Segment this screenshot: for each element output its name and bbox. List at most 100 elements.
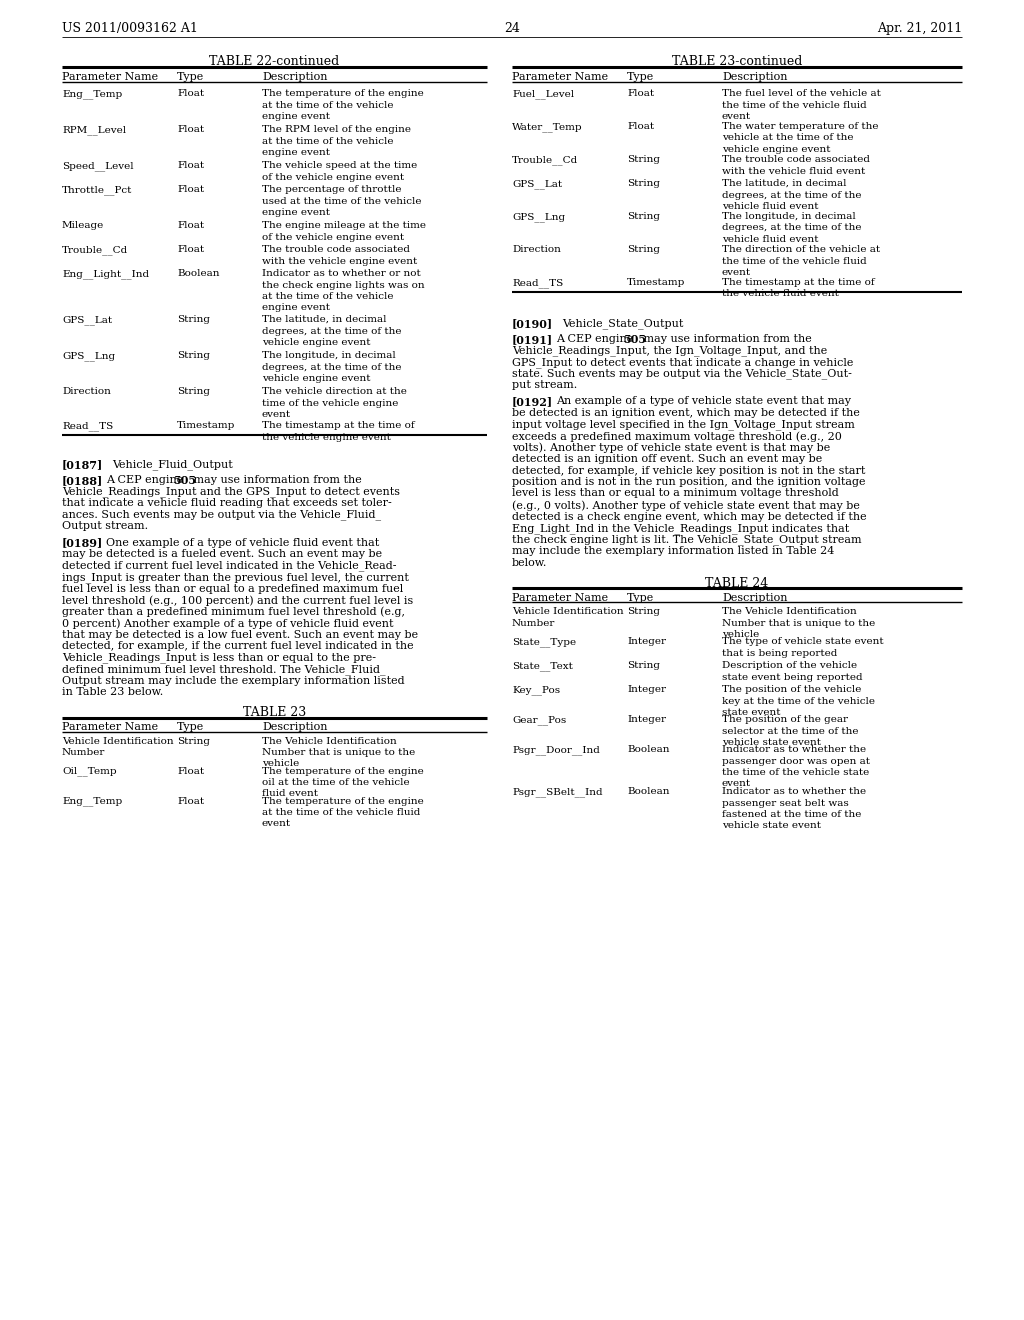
Text: Parameter Name: Parameter Name bbox=[512, 73, 608, 82]
Text: Eng__Temp: Eng__Temp bbox=[62, 796, 122, 807]
Text: Gear__Pos: Gear__Pos bbox=[512, 715, 566, 725]
Text: Indicator as to whether the: Indicator as to whether the bbox=[722, 744, 866, 754]
Text: Apr. 21, 2011: Apr. 21, 2011 bbox=[877, 22, 962, 36]
Text: Boolean: Boolean bbox=[627, 787, 670, 796]
Text: String: String bbox=[627, 607, 660, 616]
Text: at the time of the vehicle: at the time of the vehicle bbox=[262, 292, 393, 301]
Text: put stream.: put stream. bbox=[512, 380, 578, 389]
Text: State__Text: State__Text bbox=[512, 661, 572, 671]
Text: Timestamp: Timestamp bbox=[627, 279, 685, 286]
Text: Output stream.: Output stream. bbox=[62, 521, 148, 531]
Text: that is being reported: that is being reported bbox=[722, 648, 838, 657]
Text: The latitude, in decimal: The latitude, in decimal bbox=[262, 315, 386, 323]
Text: vehicle fluid event: vehicle fluid event bbox=[722, 202, 818, 211]
Text: String: String bbox=[627, 213, 660, 220]
Text: detected is an ignition off event. Such an event may be: detected is an ignition off event. Such … bbox=[512, 454, 822, 465]
Text: The temperature of the engine: The temperature of the engine bbox=[262, 796, 424, 805]
Text: Description: Description bbox=[262, 73, 328, 82]
Text: engine event: engine event bbox=[262, 148, 330, 157]
Text: Parameter Name: Parameter Name bbox=[62, 73, 158, 82]
Text: [0188]: [0188] bbox=[62, 475, 103, 486]
Text: ings_Input is greater than the previous fuel level, the current: ings_Input is greater than the previous … bbox=[62, 572, 409, 582]
Text: GPS__Lat: GPS__Lat bbox=[62, 315, 112, 325]
Text: the vehicle fluid event: the vehicle fluid event bbox=[722, 289, 839, 298]
Text: at the time of the vehicle: at the time of the vehicle bbox=[262, 136, 393, 145]
Text: String: String bbox=[177, 737, 210, 746]
Text: The Vehicle Identification: The Vehicle Identification bbox=[262, 737, 396, 746]
Text: the time of the vehicle fluid: the time of the vehicle fluid bbox=[722, 100, 866, 110]
Text: [0189]: [0189] bbox=[62, 537, 103, 549]
Text: selector at the time of the: selector at the time of the bbox=[722, 726, 858, 735]
Text: The longitude, in decimal: The longitude, in decimal bbox=[722, 213, 856, 220]
Text: event: event bbox=[262, 411, 291, 418]
Text: volts). Another type of vehicle state event is that may be: volts). Another type of vehicle state ev… bbox=[512, 442, 830, 453]
Text: Vehicle Identification: Vehicle Identification bbox=[512, 607, 624, 616]
Text: Boolean: Boolean bbox=[177, 269, 219, 279]
Text: Float: Float bbox=[177, 796, 204, 805]
Text: degrees, at the time of the: degrees, at the time of the bbox=[722, 190, 861, 199]
Text: Key__Pos: Key__Pos bbox=[512, 685, 560, 694]
Text: Float: Float bbox=[177, 220, 204, 230]
Text: String: String bbox=[177, 387, 210, 396]
Text: detected, for example, if the current fuel level indicated in the: detected, for example, if the current fu… bbox=[62, 642, 414, 651]
Text: A CEP engine: A CEP engine bbox=[106, 475, 186, 484]
Text: Eng__Light__Ind: Eng__Light__Ind bbox=[62, 269, 150, 279]
Text: Integer: Integer bbox=[627, 685, 666, 694]
Text: vehicle state event: vehicle state event bbox=[722, 738, 821, 747]
Text: detected is a check engine event, which may be detected if the: detected is a check engine event, which … bbox=[512, 511, 866, 521]
Text: Vehicle_Fluid_Output: Vehicle_Fluid_Output bbox=[112, 459, 232, 470]
Text: state event being reported: state event being reported bbox=[722, 672, 862, 681]
Text: Type: Type bbox=[627, 73, 654, 82]
Text: Output stream may include the exemplary information listed: Output stream may include the exemplary … bbox=[62, 676, 404, 685]
Text: Float: Float bbox=[177, 246, 204, 253]
Text: 24: 24 bbox=[504, 22, 520, 36]
Text: The RPM level of the engine: The RPM level of the engine bbox=[262, 125, 411, 135]
Text: Speed__Level: Speed__Level bbox=[62, 161, 133, 170]
Text: The type of vehicle state event: The type of vehicle state event bbox=[722, 638, 884, 645]
Text: Eng_Light_Ind in the Vehicle_Readings_Input indicates that: Eng_Light_Ind in the Vehicle_Readings_In… bbox=[512, 523, 849, 533]
Text: Trouble__Cd: Trouble__Cd bbox=[62, 246, 128, 255]
Text: at the time of the vehicle fluid: at the time of the vehicle fluid bbox=[262, 808, 421, 817]
Text: Eng__Temp: Eng__Temp bbox=[62, 88, 122, 99]
Text: at the time of the vehicle: at the time of the vehicle bbox=[262, 100, 393, 110]
Text: time of the vehicle engine: time of the vehicle engine bbox=[262, 399, 398, 408]
Text: input voltage level specified in the Ign_Voltage_Input stream: input voltage level specified in the Ign… bbox=[512, 420, 855, 430]
Text: passenger door was open at: passenger door was open at bbox=[722, 756, 870, 766]
Text: Trouble__Cd: Trouble__Cd bbox=[512, 154, 579, 165]
Text: Indicator as to whether or not: Indicator as to whether or not bbox=[262, 269, 421, 279]
Text: fuel level is less than or equal to a predefined maximum fuel: fuel level is less than or equal to a pr… bbox=[62, 583, 403, 594]
Text: (e.g., 0 volts). Another type of vehicle state event that may be: (e.g., 0 volts). Another type of vehicle… bbox=[512, 500, 860, 511]
Text: The trouble code associated: The trouble code associated bbox=[722, 154, 870, 164]
Text: the check engine lights was on: the check engine lights was on bbox=[262, 281, 425, 289]
Text: GPS__Lng: GPS__Lng bbox=[62, 351, 115, 360]
Text: in Table 23 below.: in Table 23 below. bbox=[62, 686, 163, 697]
Text: Float: Float bbox=[177, 161, 204, 170]
Text: vehicle state event: vehicle state event bbox=[722, 821, 821, 830]
Text: the vehicle engine event: the vehicle engine event bbox=[262, 433, 391, 441]
Text: with the vehicle engine event: with the vehicle engine event bbox=[262, 256, 417, 265]
Text: Read__TS: Read__TS bbox=[62, 421, 114, 430]
Text: the check engine light is lit. The Vehicle_State_Output stream: the check engine light is lit. The Vehic… bbox=[512, 535, 861, 545]
Text: The fuel level of the vehicle at: The fuel level of the vehicle at bbox=[722, 88, 881, 98]
Text: TABLE 23: TABLE 23 bbox=[243, 706, 306, 719]
Text: The temperature of the engine: The temperature of the engine bbox=[262, 767, 424, 776]
Text: The vehicle direction at the: The vehicle direction at the bbox=[262, 387, 407, 396]
Text: Vehicle Identification: Vehicle Identification bbox=[62, 737, 174, 746]
Text: passenger seat belt was: passenger seat belt was bbox=[722, 799, 849, 808]
Text: TABLE 22-continued: TABLE 22-continued bbox=[209, 55, 340, 69]
Text: Description: Description bbox=[722, 73, 787, 82]
Text: oil at the time of the vehicle: oil at the time of the vehicle bbox=[262, 777, 410, 787]
Text: Water__Temp: Water__Temp bbox=[512, 121, 583, 132]
Text: vehicle fluid event: vehicle fluid event bbox=[722, 235, 818, 244]
Text: the time of the vehicle state: the time of the vehicle state bbox=[722, 768, 869, 777]
Text: The latitude, in decimal: The latitude, in decimal bbox=[722, 180, 847, 187]
Text: vehicle: vehicle bbox=[722, 630, 759, 639]
Text: detected, for example, if vehicle key position is not in the start: detected, for example, if vehicle key po… bbox=[512, 466, 865, 475]
Text: event: event bbox=[722, 268, 752, 277]
Text: defined minimum fuel level threshold. The Vehicle_Fluid_: defined minimum fuel level threshold. Th… bbox=[62, 664, 386, 675]
Text: The position of the gear: The position of the gear bbox=[722, 715, 848, 723]
Text: Number that is unique to the: Number that is unique to the bbox=[722, 619, 876, 627]
Text: Integer: Integer bbox=[627, 638, 666, 645]
Text: RPM__Level: RPM__Level bbox=[62, 125, 126, 135]
Text: Psgr__Door__Ind: Psgr__Door__Ind bbox=[512, 744, 600, 755]
